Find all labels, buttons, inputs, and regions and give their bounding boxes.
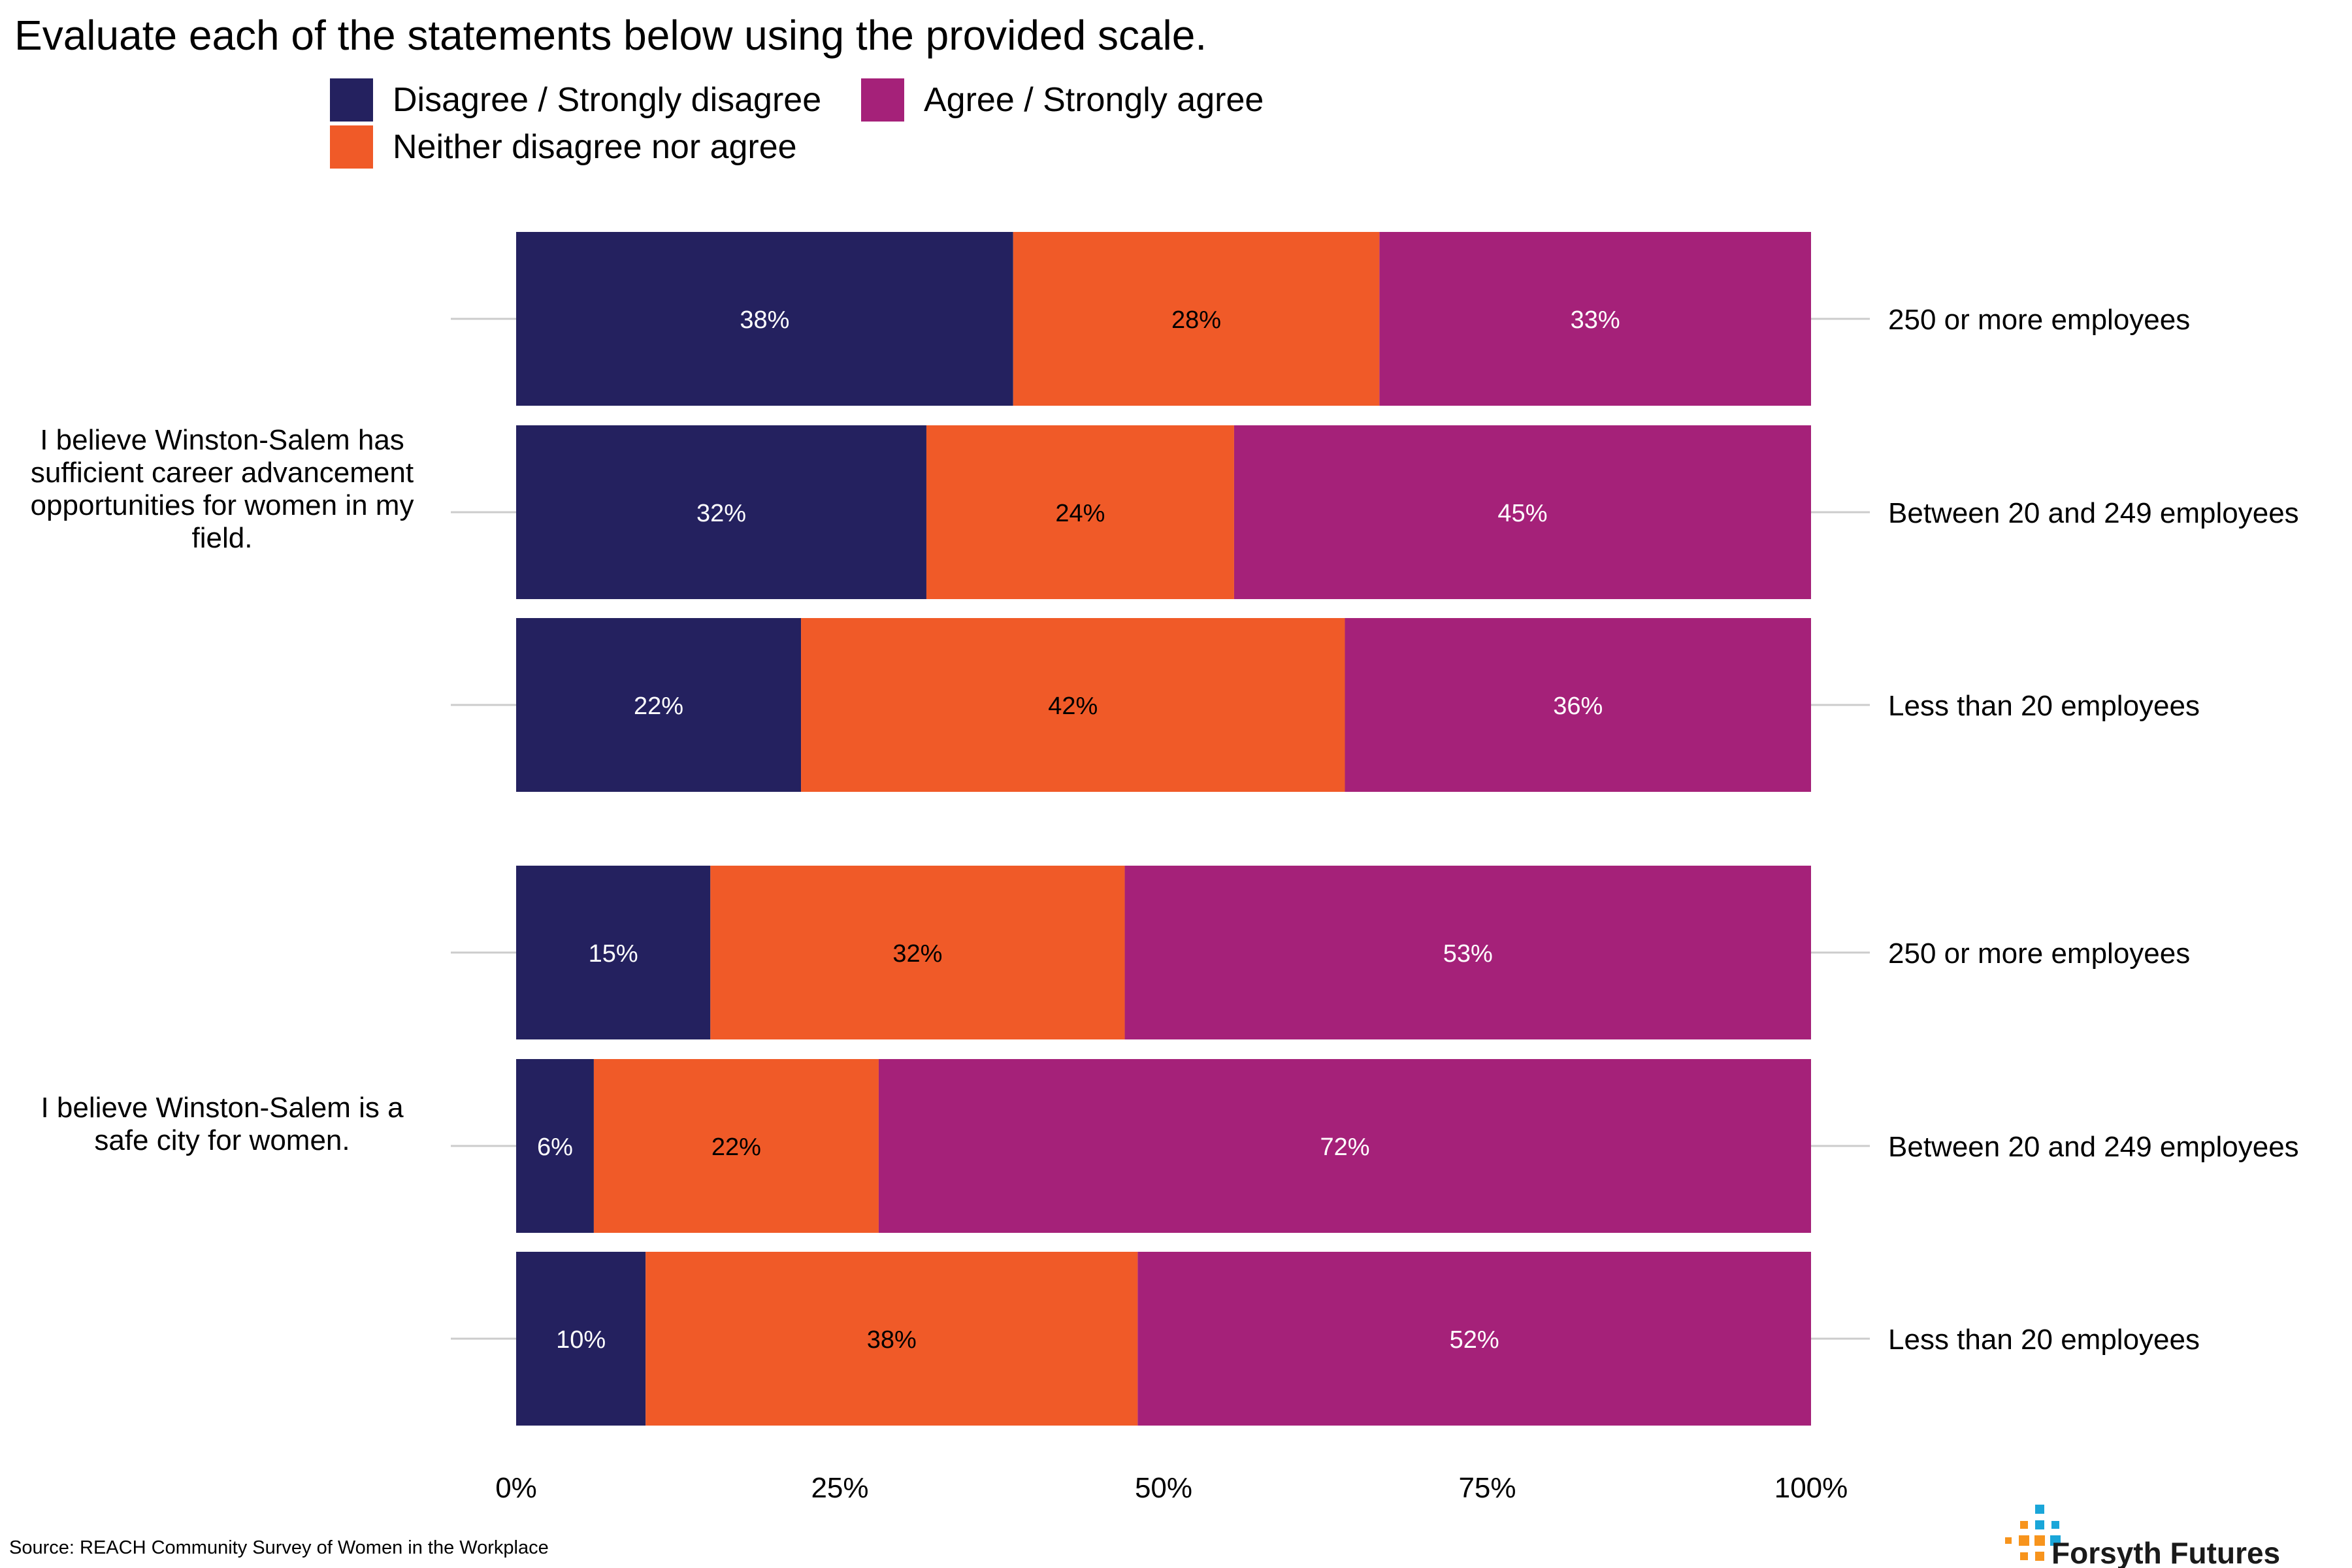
- data-label: 32%: [696, 500, 746, 527]
- data-label: 38%: [740, 306, 789, 334]
- data-label: 53%: [1443, 940, 1493, 968]
- forsyth-futures-logo: Forsyth Futures: [2005, 1505, 2280, 1568]
- bar-segment: [926, 425, 1234, 599]
- data-label: 52%: [1450, 1326, 1499, 1354]
- bar-segment: [1137, 1252, 1811, 1426]
- x-tick-label: 25%: [811, 1472, 868, 1504]
- legend-swatch: [861, 78, 904, 122]
- bar-segment: [1013, 232, 1380, 406]
- statement-label: I believe Winston-Salem is a: [41, 1092, 404, 1124]
- logo-dot: [2020, 1521, 2028, 1529]
- legend-label: Agree / Strongly agree: [924, 81, 1264, 119]
- logo-dot: [2035, 1520, 2044, 1529]
- x-tick-label: 0%: [495, 1472, 537, 1504]
- chart-title: Evaluate each of the statements below us…: [14, 12, 1207, 59]
- category-label: Between 20 and 249 employees: [1888, 497, 2299, 529]
- bar-segment: [516, 1059, 594, 1233]
- legend-swatch: [330, 125, 373, 169]
- bar-segment: [801, 618, 1345, 792]
- logo-dot: [2019, 1535, 2029, 1546]
- bar-segment: [1124, 866, 1811, 1039]
- logo-dot: [2035, 1505, 2044, 1514]
- data-label: 22%: [711, 1134, 761, 1161]
- logo-dot: [2005, 1537, 2012, 1544]
- legend-label: Disagree / Strongly disagree: [393, 81, 821, 119]
- data-label: 38%: [867, 1326, 917, 1354]
- data-label: 33%: [1571, 306, 1620, 334]
- legend-label: Neither disagree nor agree: [393, 128, 797, 166]
- data-label: 10%: [556, 1326, 606, 1354]
- bar-segment: [516, 232, 1013, 406]
- logo-mark-icon: [2005, 1505, 2061, 1561]
- bar-segment: [1345, 618, 1811, 792]
- data-label: 45%: [1497, 500, 1547, 527]
- bar-segment: [1233, 425, 1811, 599]
- statement-label: I believe Winston-Salem has: [40, 424, 404, 456]
- bar-segment: [516, 866, 711, 1039]
- source-note: Source: REACH Community Survey of Women …: [9, 1537, 549, 1558]
- logo-dot: [2034, 1535, 2045, 1546]
- data-label: 36%: [1553, 693, 1603, 720]
- category-label: 250 or more employees: [1888, 304, 2190, 336]
- data-label: 22%: [634, 693, 683, 720]
- legend: Disagree / Strongly disagree Neither disa…: [330, 78, 1264, 169]
- bar-segment: [710, 866, 1125, 1039]
- x-tick-label: 100%: [1774, 1472, 1848, 1504]
- category-label: Less than 20 employees: [1888, 1324, 2200, 1356]
- bar-segment: [645, 1252, 1138, 1426]
- category-label: Less than 20 employees: [1888, 690, 2200, 722]
- data-label: 72%: [1320, 1134, 1369, 1161]
- data-label: 28%: [1171, 306, 1221, 334]
- bar-segment: [516, 618, 802, 792]
- bar-segment: [516, 1252, 646, 1426]
- logo-text: Forsyth Futures: [2051, 1536, 2280, 1568]
- statement-label: sufficient career advancement: [31, 457, 414, 489]
- category-label: 250 or more employees: [1888, 938, 2190, 970]
- logo-dot: [2051, 1521, 2059, 1529]
- legend-swatch: [330, 78, 373, 122]
- data-label: 15%: [589, 940, 638, 968]
- bar-segment: [1379, 232, 1811, 406]
- category-label: Between 20 and 249 employees: [1888, 1131, 2299, 1163]
- logo-dot: [2050, 1535, 2061, 1546]
- data-label: 42%: [1048, 693, 1098, 720]
- x-tick-label: 50%: [1135, 1472, 1192, 1504]
- statement-label: safe city for women.: [94, 1124, 350, 1156]
- bar-segment: [593, 1059, 879, 1233]
- data-label: 24%: [1055, 500, 1105, 527]
- statement-label: opportunities for women in my: [31, 489, 414, 521]
- statement-label: field.: [192, 522, 253, 554]
- bar-segment: [516, 425, 926, 599]
- x-tick-label: 75%: [1458, 1472, 1516, 1504]
- logo-dot: [2035, 1552, 2044, 1561]
- data-label: 32%: [892, 940, 942, 968]
- x-axis: 0% 25% 50% 75% 100%: [495, 1472, 1848, 1504]
- data-label: 6%: [537, 1134, 573, 1161]
- logo-dot: [2020, 1552, 2028, 1560]
- bar-segment: [878, 1059, 1811, 1233]
